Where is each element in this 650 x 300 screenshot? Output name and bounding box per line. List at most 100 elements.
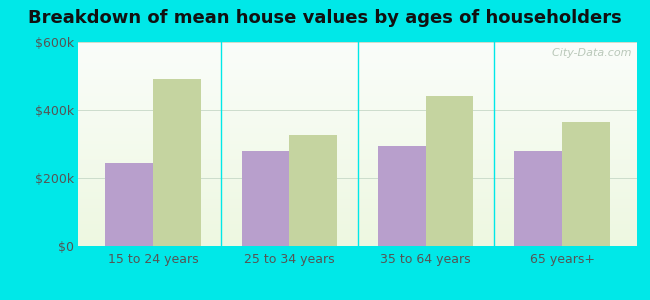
Bar	[78, 245, 637, 246]
Bar	[78, 212, 637, 213]
Bar	[78, 63, 637, 64]
Bar	[78, 105, 637, 106]
Bar	[78, 48, 637, 49]
Bar	[78, 70, 637, 72]
Bar	[78, 109, 637, 110]
Bar	[78, 165, 637, 166]
Bar	[78, 236, 637, 237]
Bar	[78, 90, 637, 91]
Bar	[78, 185, 637, 186]
Bar	[78, 118, 637, 119]
Bar	[78, 59, 637, 60]
Bar	[78, 159, 637, 160]
Bar	[78, 225, 637, 226]
Bar	[78, 149, 637, 150]
Bar	[78, 179, 637, 180]
Bar	[78, 122, 637, 123]
Bar	[78, 172, 637, 174]
Bar	[78, 156, 637, 157]
Bar	[78, 101, 637, 102]
Bar	[78, 106, 637, 107]
Bar	[78, 95, 637, 96]
Bar	[78, 178, 637, 179]
Bar	[78, 53, 637, 54]
Bar	[78, 207, 637, 208]
Bar	[78, 175, 637, 176]
Bar	[78, 239, 637, 240]
Bar	[78, 107, 637, 108]
Bar	[78, 64, 637, 65]
Bar	[78, 94, 637, 95]
Bar	[78, 119, 637, 121]
Bar	[78, 152, 637, 153]
Bar	[78, 226, 637, 228]
Bar	[78, 113, 637, 114]
Bar	[78, 75, 637, 76]
Bar	[78, 129, 637, 130]
Bar	[78, 218, 637, 220]
Bar	[78, 198, 637, 199]
Bar	[78, 189, 637, 190]
Bar	[78, 139, 637, 140]
Bar	[78, 85, 637, 86]
Bar	[78, 123, 637, 124]
Bar	[78, 200, 637, 201]
Bar	[78, 124, 637, 126]
Bar	[78, 160, 637, 161]
Bar	[78, 67, 637, 68]
Bar	[78, 184, 637, 185]
Bar	[78, 50, 637, 51]
Bar	[78, 100, 637, 101]
Bar	[78, 209, 637, 210]
Bar	[78, 243, 637, 244]
Bar	[78, 135, 637, 136]
Bar	[78, 104, 637, 105]
Bar	[426, 96, 473, 246]
Bar	[78, 188, 637, 189]
Bar	[78, 237, 637, 238]
Bar	[78, 197, 637, 198]
Bar	[78, 181, 637, 182]
Bar	[78, 47, 637, 48]
Bar	[78, 161, 637, 162]
Bar	[78, 88, 637, 89]
Bar	[78, 81, 637, 82]
Bar	[78, 174, 637, 175]
Bar	[78, 201, 637, 202]
Bar	[78, 192, 637, 193]
Bar	[78, 230, 637, 231]
Bar	[78, 56, 637, 57]
Bar	[78, 204, 637, 205]
Bar	[78, 148, 637, 149]
Bar	[78, 169, 637, 170]
Bar	[78, 144, 637, 145]
Bar	[78, 52, 637, 53]
Bar	[78, 141, 637, 142]
Bar	[78, 98, 637, 99]
Bar	[78, 232, 637, 233]
Bar	[78, 169, 637, 170]
Bar	[78, 196, 637, 197]
Bar	[78, 126, 637, 127]
Bar	[78, 153, 637, 154]
Bar	[78, 211, 637, 212]
Bar	[78, 142, 637, 143]
Bar	[78, 51, 637, 52]
Bar	[78, 103, 637, 104]
Bar	[78, 193, 637, 194]
Bar	[78, 221, 637, 223]
Bar	[78, 82, 637, 83]
Bar	[78, 99, 637, 100]
Bar	[78, 223, 637, 224]
Bar	[78, 191, 637, 192]
Bar	[78, 167, 637, 169]
Bar	[78, 54, 637, 55]
Bar	[78, 177, 637, 178]
Text: City-Data.com: City-Data.com	[545, 48, 631, 58]
Bar	[78, 140, 637, 141]
Bar	[78, 116, 637, 118]
Bar	[78, 45, 637, 46]
Bar	[78, 96, 637, 97]
Bar	[78, 229, 637, 230]
Bar	[78, 187, 637, 188]
